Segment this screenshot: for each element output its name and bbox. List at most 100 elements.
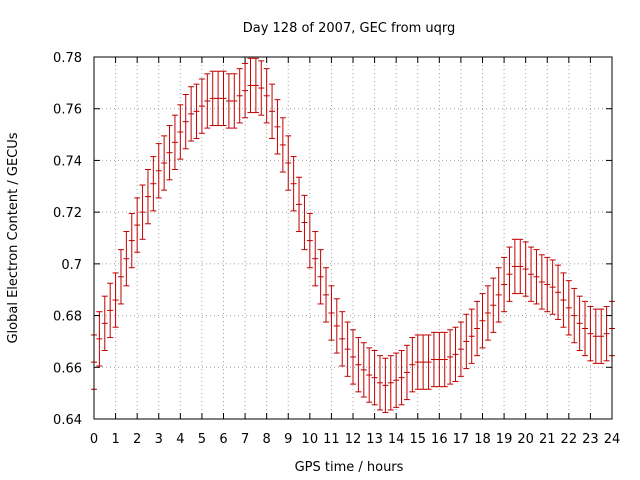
- y-tick-label: 0.74: [53, 154, 82, 169]
- tick-layer: [93, 56, 613, 420]
- x-tick-label: 5: [198, 432, 206, 447]
- error-bar-point: [204, 73, 211, 129]
- y-tick-label: 0.68: [53, 310, 82, 325]
- error-bar-point: [242, 62, 249, 119]
- y-tick-label: 0.72: [53, 206, 82, 221]
- error-bar-point: [215, 70, 222, 127]
- x-tick-label: 15: [409, 432, 426, 447]
- error-bar-point: [447, 329, 454, 385]
- error-bar-point: [182, 93, 189, 150]
- y-tick-label: 0.66: [53, 361, 82, 376]
- error-bar-point: [150, 156, 157, 212]
- x-tick-label: 16: [431, 432, 448, 447]
- error-bar-point: [285, 135, 292, 191]
- x-tick-label: 23: [582, 432, 599, 447]
- x-tick-label: 22: [561, 432, 578, 447]
- error-bar-point: [420, 334, 427, 390]
- error-bar-point: [279, 117, 286, 173]
- x-tick-label: 6: [219, 432, 227, 447]
- error-bar-point: [177, 104, 184, 160]
- x-tick-label: 3: [155, 432, 163, 447]
- error-bar-point: [355, 337, 362, 393]
- error-bar-point: [592, 308, 599, 364]
- error-bar-point: [128, 212, 135, 269]
- error-bar-point: [436, 331, 443, 388]
- error-bar-point: [269, 83, 276, 139]
- error-bar-point: [598, 308, 605, 364]
- error-bar-point: [511, 238, 518, 295]
- error-bar-point: [371, 349, 378, 406]
- error-bar-point: [495, 267, 502, 323]
- error-bar-point: [101, 295, 108, 351]
- x-tick-label: 2: [133, 432, 141, 447]
- error-bar-point: [333, 298, 340, 354]
- error-bar-point: [117, 249, 124, 305]
- error-bar-point: [258, 60, 265, 116]
- x-tick-label: 12: [345, 432, 362, 447]
- error-bar-point: [522, 241, 529, 297]
- x-tick-label: 19: [496, 432, 513, 447]
- error-bar-point: [484, 285, 491, 341]
- error-bar-point: [350, 329, 356, 385]
- error-bar-point: [474, 300, 481, 357]
- error-bar-point: [501, 256, 508, 313]
- chart-title: Day 128 of 2007, GEC from uqrg: [243, 21, 456, 36]
- error-bar-point: [393, 352, 400, 408]
- y-tick-label: 0.76: [53, 103, 82, 118]
- x-tick-label: 11: [323, 432, 340, 447]
- error-bar-point: [155, 143, 162, 199]
- error-bar-point: [166, 125, 173, 181]
- x-tick-label: 8: [263, 432, 271, 447]
- error-bar-point: [144, 168, 151, 225]
- error-bar-point: [506, 246, 513, 302]
- x-tick-label: 20: [517, 432, 534, 447]
- error-bar-point: [409, 337, 416, 393]
- y-tick-label: 0.78: [53, 51, 82, 66]
- error-bar-point: [479, 293, 486, 349]
- error-bar-point: [107, 282, 114, 339]
- x-tick-label: 17: [453, 432, 470, 447]
- error-bar-point: [134, 197, 141, 253]
- error-bar-point: [263, 68, 270, 124]
- x-tick-label: 21: [539, 432, 556, 447]
- x-tick-label: 13: [366, 432, 383, 447]
- error-bar-point: [549, 259, 556, 315]
- error-bar-point: [457, 321, 464, 377]
- error-bar-point: [171, 114, 178, 170]
- error-bar-point: [603, 306, 610, 362]
- error-bar-point: [565, 280, 572, 336]
- error-bar-point: [587, 306, 594, 362]
- error-bar-point: [490, 277, 497, 333]
- error-bar-point: [538, 254, 545, 310]
- error-bar-point: [387, 355, 394, 411]
- error-bar-point: [403, 344, 410, 401]
- x-tick-label: 1: [111, 432, 119, 447]
- x-tick-label: 7: [241, 432, 249, 447]
- error-bar-point: [198, 78, 205, 134]
- y-tick-label: 0.64: [53, 413, 82, 428]
- x-tick-label: 14: [388, 432, 405, 447]
- error-bar-point: [123, 231, 130, 287]
- y-tick-label: 0.7: [61, 258, 82, 273]
- error-bar-point: [312, 231, 319, 287]
- error-bar-point: [533, 249, 540, 305]
- error-bar-point: [360, 342, 367, 398]
- error-bar-point: [528, 246, 535, 302]
- error-bar-point: [463, 313, 470, 370]
- error-bar-point: [376, 355, 383, 411]
- x-tick-label: 4: [176, 432, 184, 447]
- error-bar-point: [398, 349, 405, 406]
- x-tick-label: 24: [604, 432, 621, 447]
- y-axis-label: Global Electron Content / GECUs: [6, 132, 21, 343]
- error-bar-point: [544, 256, 551, 313]
- error-bar-point: [301, 194, 308, 251]
- error-bar-point: [96, 311, 103, 367]
- x-tick-label: 9: [284, 432, 292, 447]
- error-bar-point: [252, 57, 259, 114]
- error-bar-point: [296, 176, 303, 233]
- error-bar-point: [274, 99, 281, 155]
- error-bar-point: [323, 267, 330, 323]
- error-bar-point: [441, 331, 448, 388]
- error-bar-point: [306, 212, 313, 269]
